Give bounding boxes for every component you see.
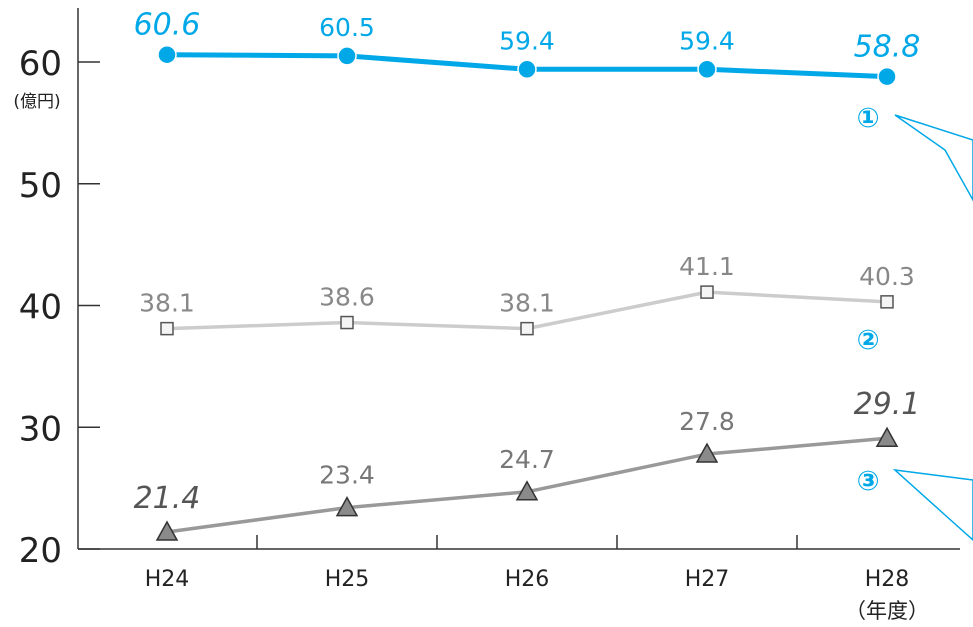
y-tick-label-20: 20 — [19, 531, 62, 571]
series-3-point-2 — [515, 480, 539, 501]
series-3-point-3 — [695, 442, 719, 463]
y-tick-label-60: 60 — [19, 44, 62, 84]
series-2-point-3 — [700, 285, 714, 299]
x-tick-label-H28: H28 — [865, 567, 910, 592]
x-axis-unit: （年度） — [845, 599, 929, 623]
series-3-point-4 — [875, 426, 899, 447]
series-3-marker-label: ③ — [857, 466, 880, 497]
series-2-data-label-2: 38.1 — [499, 289, 555, 318]
series-1-point-3 — [697, 59, 717, 80]
series-3-point-0 — [155, 520, 179, 541]
series-1-point-1 — [337, 46, 357, 66]
series-1-point-4 — [877, 66, 897, 87]
series-1-data-label-1: 60.5 — [319, 13, 375, 42]
series-2-point-2 — [520, 321, 534, 336]
callout-pointer-3 — [892, 468, 973, 542]
x-tick-label-H27: H27 — [685, 567, 730, 592]
y-tick-label-50: 50 — [19, 166, 62, 206]
series-1-data-label-0: 60.6 — [134, 8, 201, 43]
series-2-point-1 — [340, 315, 354, 330]
series-3-data-label-3: 27.8 — [679, 407, 735, 436]
series-1-point-0 — [157, 44, 177, 65]
callout-pointer-1 — [894, 114, 973, 202]
series-2-data-label-3: 41.1 — [679, 252, 735, 281]
series-3-data-label-0: 21.4 — [134, 481, 201, 516]
series-2-point-0 — [160, 321, 174, 336]
series-2-marker-label: ② — [857, 325, 880, 356]
y-tick-label-40: 40 — [19, 288, 62, 328]
series-2-data-label-1: 38.6 — [319, 283, 375, 312]
x-tick-label-H26: H26 — [505, 567, 550, 592]
series-1-data-label-2: 59.4 — [499, 26, 555, 55]
y-tick-label-30: 30 — [19, 409, 62, 449]
series-2-data-label-0: 38.1 — [139, 289, 195, 318]
series-2-point-4 — [880, 295, 894, 309]
x-tick-label-H24: H24 — [145, 567, 190, 592]
series-3-data-label-1: 23.4 — [319, 461, 375, 490]
series-3-data-label-2: 24.7 — [499, 445, 555, 474]
series-2-data-label-4: 40.3 — [859, 262, 915, 291]
series-3-data-label-4: 29.1 — [854, 387, 921, 422]
x-tick-label-H25: H25 — [325, 567, 370, 592]
series-1-data-label-4: 58.8 — [854, 30, 921, 65]
series-3-point-1 — [335, 496, 359, 517]
series-1-data-label-3: 59.4 — [679, 26, 735, 55]
series-1-point-2 — [517, 59, 537, 80]
series-1-marker-label: ① — [857, 103, 880, 134]
y-axis-unit: (億円) — [13, 92, 60, 112]
